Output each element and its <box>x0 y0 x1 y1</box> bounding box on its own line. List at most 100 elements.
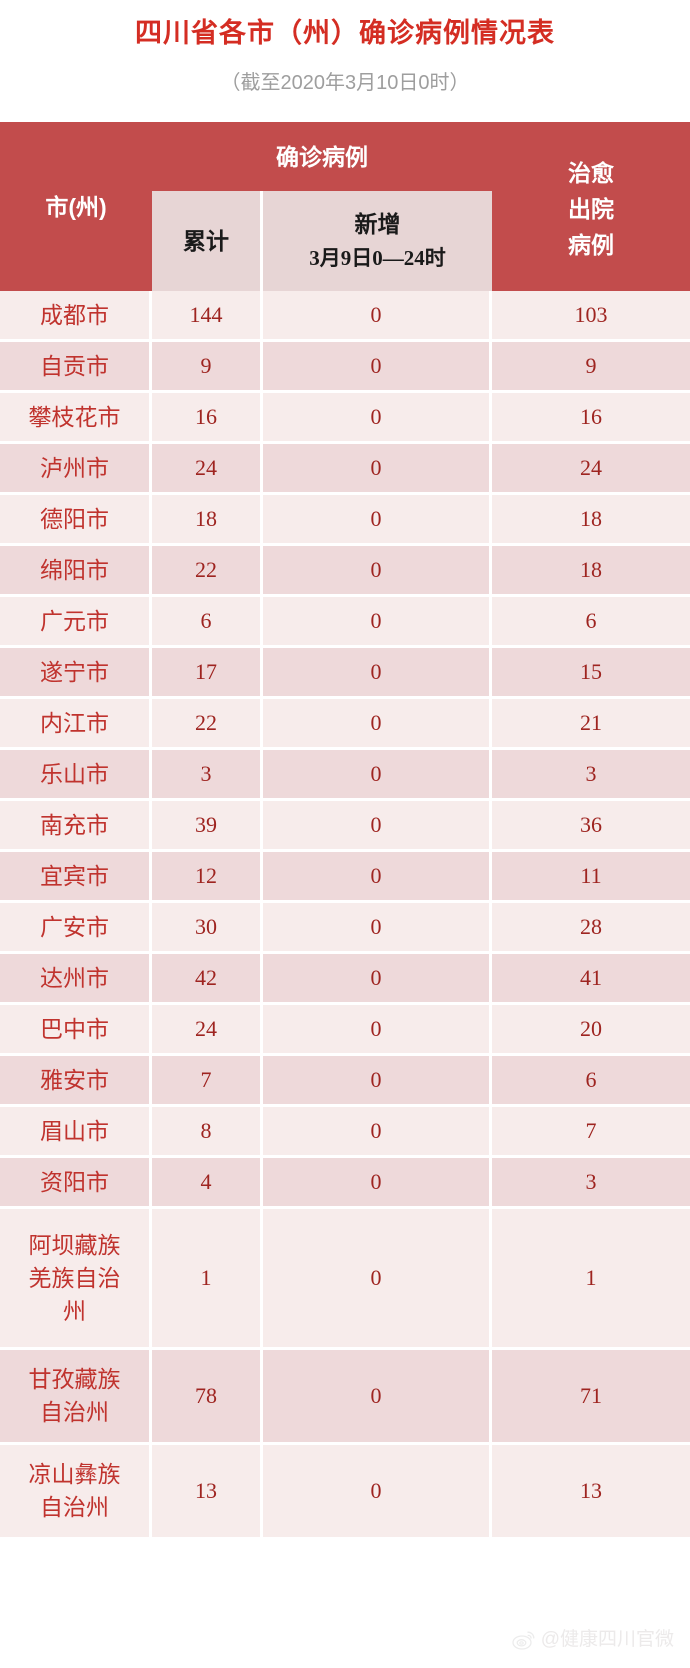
header-cured-line3: 病例 <box>568 231 614 258</box>
header-cumulative-cell: 累计 <box>152 191 263 291</box>
row-cumulative-cell: 12 <box>152 852 263 903</box>
row-city-line: 德阳市 <box>40 505 109 532</box>
row-newly-cell: 0 <box>263 648 492 699</box>
table-row: 攀枝花市 16 0 16 <box>0 393 690 444</box>
row-city-line: 泸州市 <box>40 454 109 481</box>
row-cumulative-cell: 6 <box>152 597 263 648</box>
row-city-cell: 巴中市 <box>0 1005 152 1056</box>
row-cumulative-cell: 16 <box>152 393 263 444</box>
row-city-line: 凉山彝族 <box>28 1461 121 1487</box>
row-city-cell: 眉山市 <box>0 1107 152 1158</box>
table-row: 凉山彝族 自治州 13 0 13 <box>0 1445 690 1540</box>
row-cured-cell: 3 <box>492 1158 690 1209</box>
header-confirmed-group-label: 确诊病例 <box>276 143 368 170</box>
row-city-cell: 绵阳市 <box>0 546 152 597</box>
row-newly-cell: 0 <box>263 801 492 852</box>
table-row: 雅安市 7 0 6 <box>0 1056 690 1107</box>
row-cumulative-cell: 30 <box>152 903 263 954</box>
row-city-line: 攀枝花市 <box>28 403 121 430</box>
row-newly-cell: 0 <box>263 903 492 954</box>
row-city-cell: 德阳市 <box>0 495 152 546</box>
table-row: 甘孜藏族 自治州 78 0 71 <box>0 1350 690 1445</box>
row-city-line: 乐山市 <box>40 760 109 787</box>
row-newly-cell: 0 <box>263 546 492 597</box>
header-newly-cell: 新增 3月9日0—24时 <box>263 191 492 291</box>
row-city-cell: 攀枝花市 <box>0 393 152 444</box>
row-cured-cell: 71 <box>492 1350 690 1445</box>
header-cured-line2: 出院 <box>568 195 614 222</box>
row-newly-cell: 0 <box>263 291 492 342</box>
row-cured-cell: 15 <box>492 648 690 699</box>
row-newly-cell: 0 <box>263 1209 492 1350</box>
row-cumulative-cell: 13 <box>152 1445 263 1540</box>
row-newly-cell: 0 <box>263 1158 492 1209</box>
row-city-cell: 凉山彝族 自治州 <box>0 1445 152 1540</box>
row-city-cell: 宜宾市 <box>0 852 152 903</box>
row-city-cell: 广安市 <box>0 903 152 954</box>
row-city-cell: 资阳市 <box>0 1158 152 1209</box>
row-cured-cell: 3 <box>492 750 690 801</box>
row-cumulative-cell: 9 <box>152 342 263 393</box>
row-city-cell: 甘孜藏族 自治州 <box>0 1350 152 1445</box>
cases-table-container: 市(州) 确诊病例 累计 新增 3月9日0—24时 <box>0 122 690 1540</box>
row-city-cell: 南充市 <box>0 801 152 852</box>
row-city-cell: 遂宁市 <box>0 648 152 699</box>
row-cumulative-cell: 4 <box>152 1158 263 1209</box>
table-row: 遂宁市 17 0 15 <box>0 648 690 699</box>
row-city-line: 羌族自治 <box>28 1264 121 1291</box>
table-row: 泸州市 24 0 24 <box>0 444 690 495</box>
row-newly-cell: 0 <box>263 495 492 546</box>
title-block: 四川省各市（州）确诊病例情况表 （截至2020年3月10日0时） <box>0 0 690 98</box>
row-cured-cell: 6 <box>492 597 690 648</box>
row-cured-cell: 21 <box>492 699 690 750</box>
row-city-line: 自治州 <box>40 1399 109 1425</box>
row-city-line: 广安市 <box>40 913 109 940</box>
row-cured-cell: 24 <box>492 444 690 495</box>
row-cured-cell: 18 <box>492 546 690 597</box>
header-cured-line1: 治愈 <box>568 159 614 186</box>
row-cured-cell: 36 <box>492 801 690 852</box>
row-newly-cell: 0 <box>263 1107 492 1158</box>
row-cumulative-cell: 42 <box>152 954 263 1005</box>
row-cured-cell: 1 <box>492 1209 690 1350</box>
row-city-line: 内江市 <box>40 709 109 736</box>
row-cumulative-cell: 22 <box>152 546 263 597</box>
row-cured-cell: 16 <box>492 393 690 444</box>
cases-table: 市(州) 确诊病例 累计 新增 3月9日0—24时 <box>0 122 690 1540</box>
table-row: 阿坝藏族 羌族自治州 1 0 1 <box>0 1209 690 1350</box>
row-cumulative-cell: 24 <box>152 444 263 495</box>
table-row: 自贡市 9 0 9 <box>0 342 690 393</box>
page-subtitle: （截至2020年3月10日0时） <box>220 72 470 94</box>
row-city-line: 雅安市 <box>40 1066 109 1093</box>
row-city-cell: 广元市 <box>0 597 152 648</box>
header-newly-label: 新增 <box>354 211 401 237</box>
row-cumulative-cell: 39 <box>152 801 263 852</box>
table-row: 乐山市 3 0 3 <box>0 750 690 801</box>
row-city-cell: 达州市 <box>0 954 152 1005</box>
table-row: 达州市 42 0 41 <box>0 954 690 1005</box>
table-header-row: 市(州) 确诊病例 累计 新增 3月9日0—24时 <box>0 122 690 291</box>
row-cured-cell: 28 <box>492 903 690 954</box>
row-cumulative-cell: 8 <box>152 1107 263 1158</box>
row-city-line: 宜宾市 <box>40 862 109 889</box>
row-cumulative-cell: 78 <box>152 1350 263 1445</box>
row-city-line: 达州市 <box>40 964 109 991</box>
row-city-line: 广元市 <box>40 607 109 634</box>
header-cumulative-label: 累计 <box>183 228 229 254</box>
row-city-cell: 雅安市 <box>0 1056 152 1107</box>
table-row: 广安市 30 0 28 <box>0 903 690 954</box>
row-city-line: 自贡市 <box>40 352 109 379</box>
row-cumulative-cell: 144 <box>152 291 263 342</box>
header-region-cell: 市(州) <box>0 122 152 291</box>
row-cured-cell: 6 <box>492 1056 690 1107</box>
row-cured-cell: 20 <box>492 1005 690 1056</box>
weibo-watermark-text: @健康四川官微 <box>540 1629 674 1650</box>
row-newly-cell: 0 <box>263 1005 492 1056</box>
row-cumulative-cell: 7 <box>152 1056 263 1107</box>
table-row: 眉山市 8 0 7 <box>0 1107 690 1158</box>
table-row: 巴中市 24 0 20 <box>0 1005 690 1056</box>
header-region-label: 市(州) <box>45 193 107 220</box>
row-city-cell: 泸州市 <box>0 444 152 495</box>
row-city-line: 眉山市 <box>40 1117 109 1144</box>
row-newly-cell: 0 <box>263 597 492 648</box>
